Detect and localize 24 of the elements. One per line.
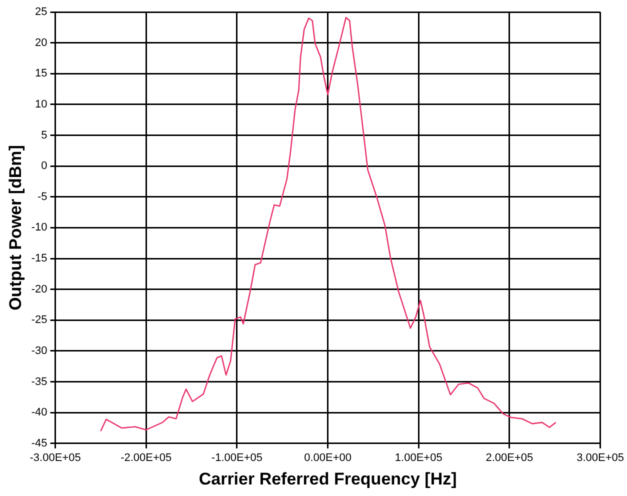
y-tick-label: 10 xyxy=(35,98,48,110)
y-tick-label: -20 xyxy=(31,283,48,296)
x-tick-label: 1.00E+05 xyxy=(394,452,442,464)
x-tick-label: 2.00E+05 xyxy=(486,452,534,464)
y-tick-label: -40 xyxy=(31,406,48,419)
x-tick-label: 3.00E+05 xyxy=(576,452,624,464)
y-tick-label: 25 xyxy=(35,6,48,18)
y-tick-label: -5 xyxy=(38,190,48,203)
y-tick-label: -15 xyxy=(31,252,48,265)
x-tick-label: -2.00E+05 xyxy=(120,452,172,464)
y-tick-label: -30 xyxy=(31,344,48,357)
y-tick-label: 20 xyxy=(35,36,48,49)
y-tick-label: 15 xyxy=(35,68,48,80)
x-tick-label: -3.00E+05 xyxy=(30,452,81,464)
x-tick-label: -1.00E+05 xyxy=(211,452,263,464)
x-tick-label: 0.00E+00 xyxy=(304,452,352,464)
y-tick-label: -35 xyxy=(31,376,48,388)
y-tick-label: 5 xyxy=(41,129,48,142)
y-tick-label: 0 xyxy=(41,160,48,172)
y-tick-label: -10 xyxy=(31,222,48,234)
x-axis-title: Carrier Referred Frequency [Hz] xyxy=(198,469,457,488)
y-tick-label: -25 xyxy=(31,314,48,326)
y-tick-label: -45 xyxy=(31,437,48,450)
y-axis-title: Output Power [dBm] xyxy=(6,145,25,310)
